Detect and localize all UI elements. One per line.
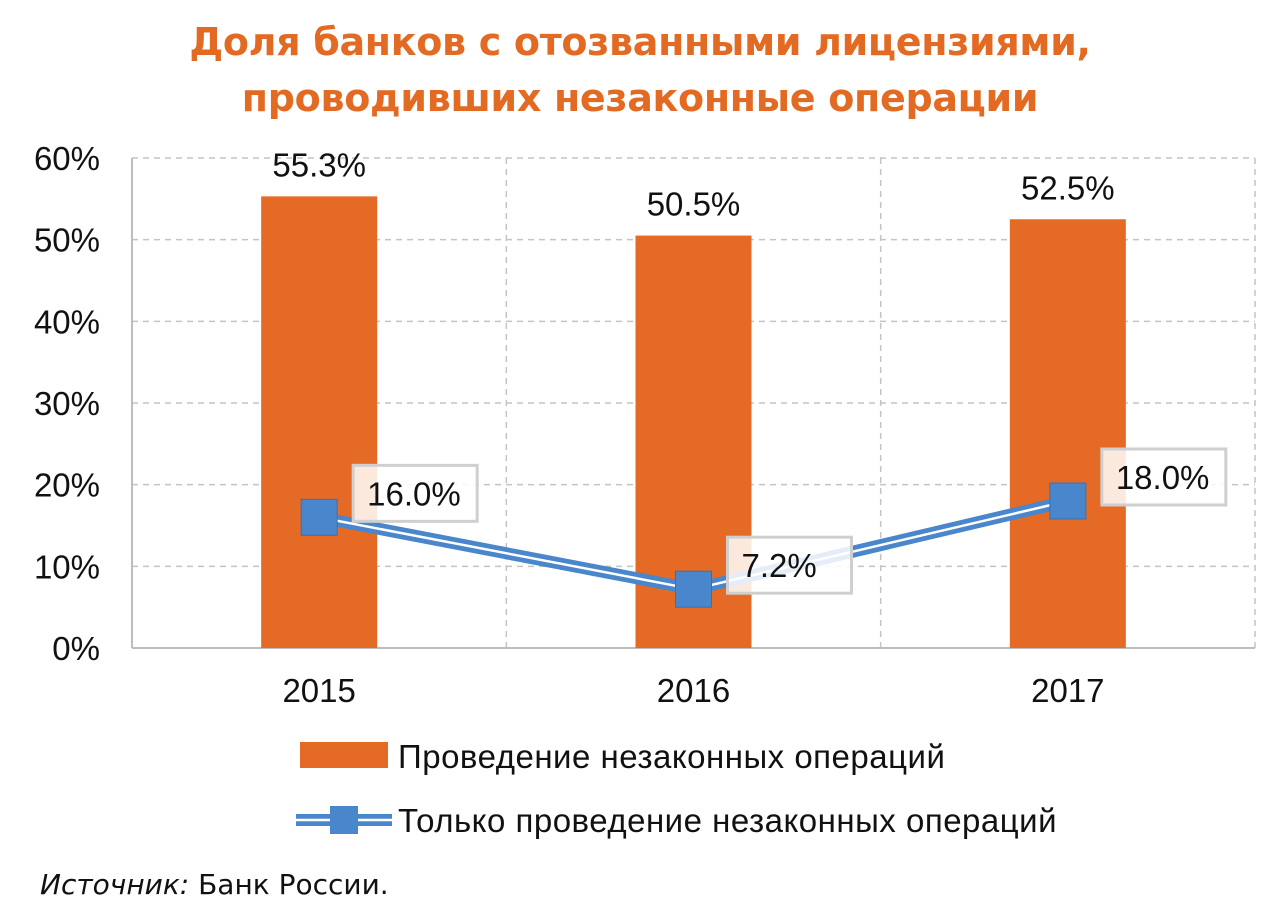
bar-2017 <box>1009 219 1126 648</box>
x-tick-label: 2016 <box>657 672 730 709</box>
bar-data-label: 55.3% <box>272 146 366 183</box>
chart-title-line-2: проводивших незаконные операции <box>241 76 1039 120</box>
bar-data-label: 52.5% <box>1021 169 1115 206</box>
bar-data-label: 50.5% <box>647 186 741 223</box>
y-tick-label: 60% <box>34 140 100 177</box>
line-data-label: 7.2% <box>742 547 817 584</box>
line-data-label: 18.0% <box>1116 459 1210 496</box>
x-tick-label: 2017 <box>1031 672 1104 709</box>
legend-line-marker <box>330 806 358 834</box>
y-tick-label: 20% <box>34 467 100 504</box>
line-series: 16.0% 7.2% 18.0% <box>300 447 1228 608</box>
legend: Проведение незаконных операций Только про… <box>296 738 1057 839</box>
source-text: Банк России. <box>189 868 389 901</box>
source-label: Источник: <box>40 868 190 901</box>
line-data-label-box <box>726 535 853 595</box>
chart: 0% 10% 20% 30% 40% 50% 60% 55.3% 50.5% 52.5% 201… <box>34 140 1256 839</box>
line-marker-2015 <box>300 498 338 536</box>
legend-line-label: Только проведение незаконных операций <box>398 802 1057 839</box>
y-tick-label: 0% <box>52 630 100 667</box>
x-axis: 2015 2016 2017 <box>282 672 1104 709</box>
y-tick-label: 30% <box>34 385 100 422</box>
y-tick-label: 40% <box>34 303 100 340</box>
chart-title-line-1: Доля банков с отозванными лицензиями, <box>189 20 1091 64</box>
y-tick-label: 50% <box>34 222 100 259</box>
legend-bar-swatch <box>300 742 388 768</box>
line-marker-2017 <box>1049 482 1087 520</box>
source-note: Источник: Банк России. <box>40 868 389 901</box>
chart-title: Доля банков с отозванными лицензиями, пр… <box>0 14 1280 126</box>
line-data-label-box <box>1100 447 1228 507</box>
bar-2015 <box>261 196 378 648</box>
y-axis: 0% 10% 20% 30% 40% 50% 60% <box>34 140 100 667</box>
line-data-label-box <box>351 463 479 523</box>
legend-bar-label: Проведение незаконных операций <box>398 738 945 775</box>
line-marker-2016 <box>675 570 712 608</box>
x-tick-label: 2015 <box>282 672 355 709</box>
line-data-label: 16.0% <box>367 475 461 512</box>
y-tick-label: 10% <box>34 548 100 585</box>
